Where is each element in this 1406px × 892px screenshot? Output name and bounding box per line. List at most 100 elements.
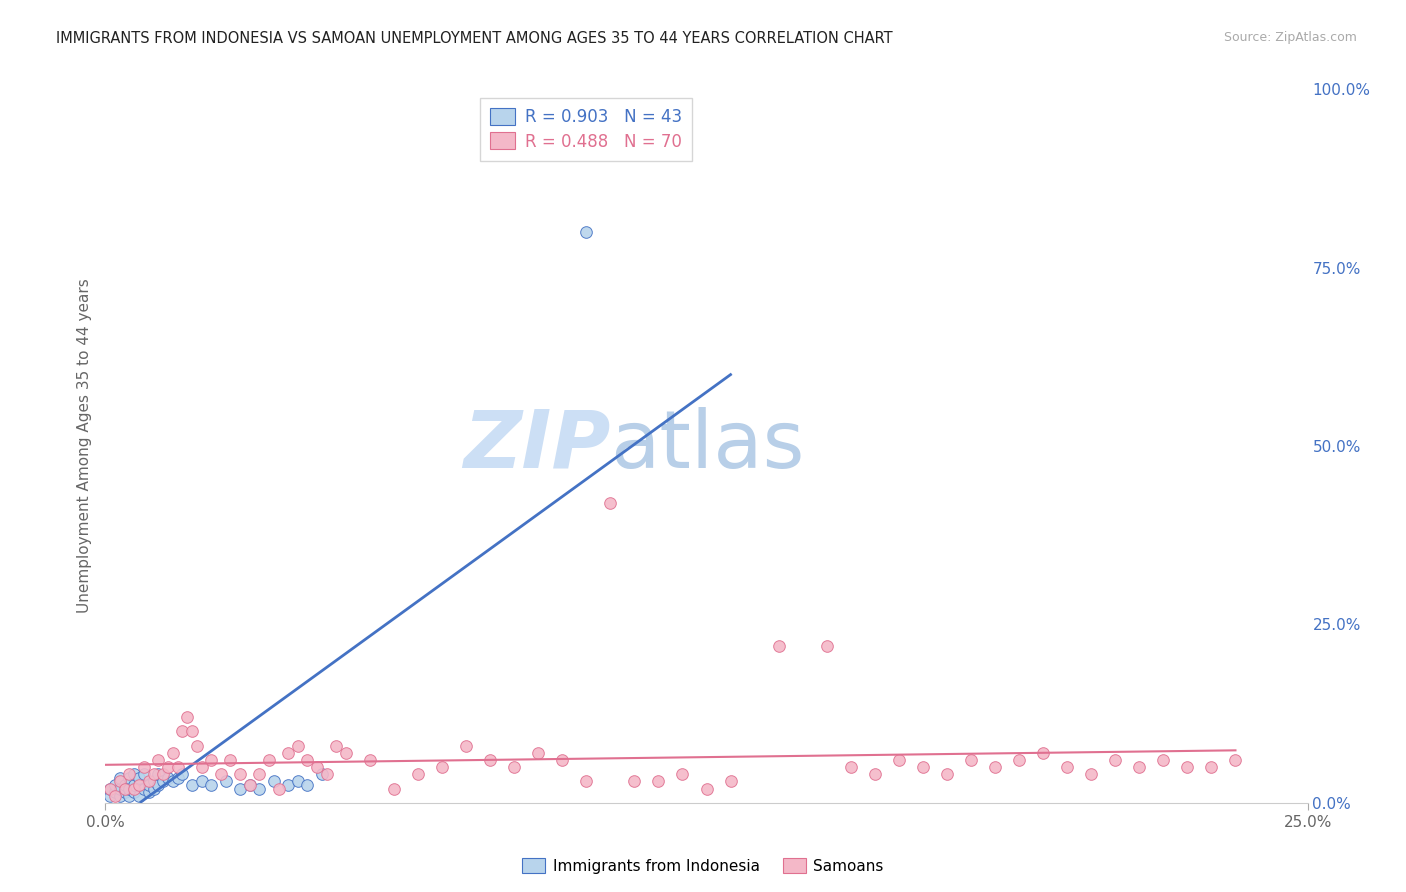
- Point: [138, 785, 160, 799]
- Point: [108, 771, 131, 785]
- Point: [98, 789, 121, 803]
- Point: [297, 778, 319, 792]
- Point: [479, 753, 502, 767]
- Point: [142, 774, 165, 789]
- Point: [551, 753, 574, 767]
- Text: atlas: atlas: [610, 407, 804, 485]
- Point: [166, 771, 188, 785]
- Point: [297, 753, 319, 767]
- Point: [1175, 760, 1198, 774]
- Point: [325, 739, 347, 753]
- Point: [118, 781, 141, 796]
- Point: [190, 760, 212, 774]
- Point: [247, 781, 270, 796]
- Point: [239, 778, 262, 792]
- Point: [98, 781, 121, 796]
- Point: [1008, 753, 1031, 767]
- Point: [162, 746, 184, 760]
- Point: [287, 774, 309, 789]
- Point: [936, 767, 959, 781]
- Point: [132, 760, 155, 774]
- Point: [1080, 767, 1102, 781]
- Point: [359, 753, 381, 767]
- Point: [142, 781, 165, 796]
- Point: [984, 760, 1007, 774]
- Text: ZIP: ZIP: [463, 407, 610, 485]
- Point: [186, 739, 208, 753]
- Point: [1201, 760, 1223, 774]
- Point: [132, 781, 155, 796]
- Point: [335, 746, 357, 760]
- Point: [911, 760, 934, 774]
- Point: [1056, 760, 1078, 774]
- Point: [148, 778, 170, 792]
- Text: IMMIGRANTS FROM INDONESIA VS SAMOAN UNEMPLOYMENT AMONG AGES 35 TO 44 YEARS CORRE: IMMIGRANTS FROM INDONESIA VS SAMOAN UNEM…: [56, 31, 893, 46]
- Point: [311, 767, 333, 781]
- Point: [176, 710, 198, 724]
- Point: [152, 767, 174, 781]
- Point: [148, 767, 170, 781]
- Point: [128, 778, 150, 792]
- Point: [200, 753, 222, 767]
- Point: [114, 785, 136, 799]
- Point: [166, 760, 188, 774]
- Legend: R = 0.903   N = 43, R = 0.488   N = 70: R = 0.903 N = 43, R = 0.488 N = 70: [481, 97, 692, 161]
- Y-axis label: Unemployment Among Ages 35 to 44 years: Unemployment Among Ages 35 to 44 years: [76, 278, 91, 614]
- Point: [305, 760, 328, 774]
- Point: [503, 760, 526, 774]
- Point: [239, 778, 262, 792]
- Point: [1128, 760, 1150, 774]
- Point: [108, 774, 131, 789]
- Point: [148, 753, 170, 767]
- Point: [1032, 746, 1054, 760]
- Point: [960, 753, 983, 767]
- Point: [247, 767, 270, 781]
- Point: [382, 781, 405, 796]
- Point: [114, 778, 136, 792]
- Point: [104, 778, 127, 792]
- Point: [104, 789, 127, 803]
- Point: [128, 789, 150, 803]
- Point: [263, 774, 285, 789]
- Point: [128, 771, 150, 785]
- Point: [815, 639, 838, 653]
- Point: [172, 767, 194, 781]
- Point: [863, 767, 886, 781]
- Point: [138, 778, 160, 792]
- Text: Source: ZipAtlas.com: Source: ZipAtlas.com: [1223, 31, 1357, 45]
- Point: [124, 778, 146, 792]
- Point: [152, 774, 174, 789]
- Point: [768, 639, 790, 653]
- Point: [132, 767, 155, 781]
- Point: [219, 753, 242, 767]
- Point: [124, 781, 146, 796]
- Point: [118, 789, 141, 803]
- Point: [200, 778, 222, 792]
- Point: [406, 767, 429, 781]
- Point: [118, 771, 141, 785]
- Point: [1104, 753, 1126, 767]
- Point: [267, 781, 290, 796]
- Point: [430, 760, 453, 774]
- Point: [315, 767, 337, 781]
- Point: [124, 767, 146, 781]
- Legend: Immigrants from Indonesia, Samoans: Immigrants from Indonesia, Samoans: [516, 852, 890, 880]
- Point: [172, 724, 194, 739]
- Point: [696, 781, 718, 796]
- Point: [257, 753, 280, 767]
- Point: [1225, 753, 1247, 767]
- Point: [277, 778, 299, 792]
- Point: [214, 774, 236, 789]
- Point: [647, 774, 669, 789]
- Point: [124, 785, 146, 799]
- Point: [142, 767, 165, 781]
- Point: [108, 789, 131, 803]
- Point: [575, 774, 598, 789]
- Point: [162, 774, 184, 789]
- Point: [454, 739, 477, 753]
- Point: [156, 760, 179, 774]
- Point: [190, 774, 212, 789]
- Point: [623, 774, 645, 789]
- Point: [229, 767, 252, 781]
- Point: [887, 753, 910, 767]
